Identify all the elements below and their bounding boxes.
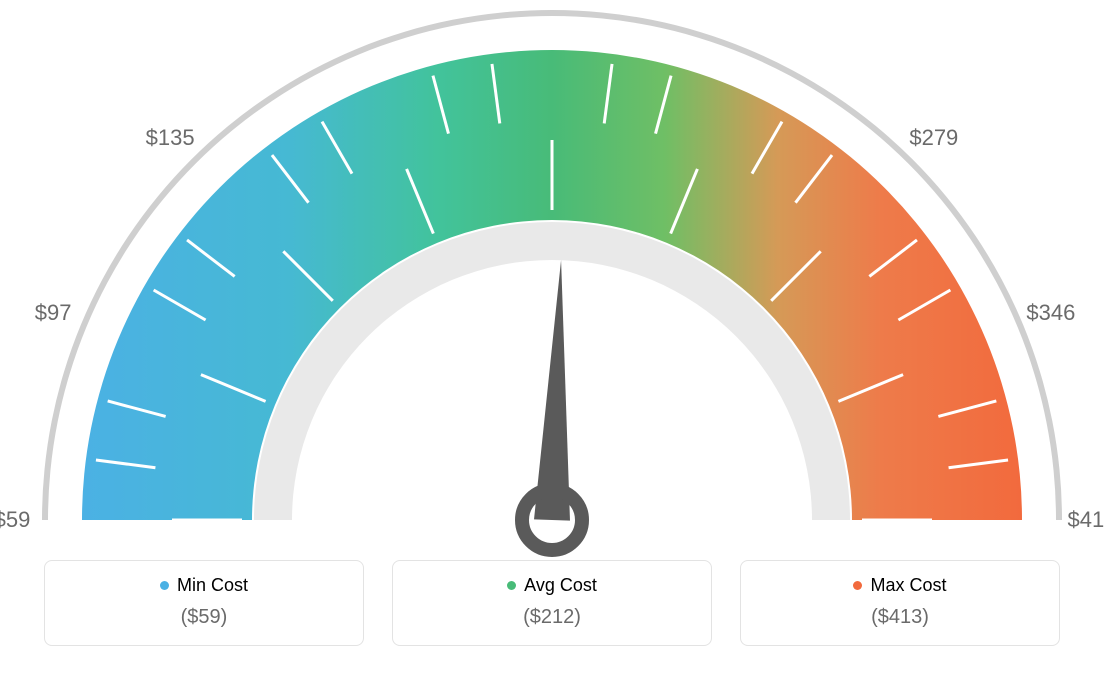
legend-value: ($212)	[403, 606, 701, 629]
legend-card-min: Min Cost ($59)	[44, 560, 364, 646]
gauge-tick-label: $346	[1026, 300, 1075, 326]
legend-row: Min Cost ($59) Avg Cost ($212) Max Cost …	[0, 560, 1104, 646]
legend-dot-icon	[853, 581, 862, 590]
gauge-svg	[0, 0, 1104, 560]
legend-dot-icon	[507, 581, 516, 590]
legend-card-avg: Avg Cost ($212)	[392, 560, 712, 646]
gauge-chart: $59$97$135$212$279$346$413	[0, 0, 1104, 560]
gauge-tick-label: $413	[1068, 507, 1104, 533]
legend-dot-icon	[160, 581, 169, 590]
legend-value: ($413)	[751, 606, 1049, 629]
legend-card-max: Max Cost ($413)	[740, 560, 1060, 646]
legend-value: ($59)	[55, 606, 353, 629]
gauge-tick-label: $279	[909, 125, 958, 151]
legend-title-text: Min Cost	[177, 575, 248, 596]
legend-title-text: Avg Cost	[524, 575, 597, 596]
gauge-tick-label: $135	[146, 125, 195, 151]
gauge-tick-label: $97	[35, 300, 72, 326]
gauge-tick-label: $59	[0, 507, 30, 533]
legend-title: Max Cost	[853, 575, 946, 596]
legend-title-text: Max Cost	[870, 575, 946, 596]
legend-title: Min Cost	[160, 575, 248, 596]
legend-title: Avg Cost	[507, 575, 597, 596]
